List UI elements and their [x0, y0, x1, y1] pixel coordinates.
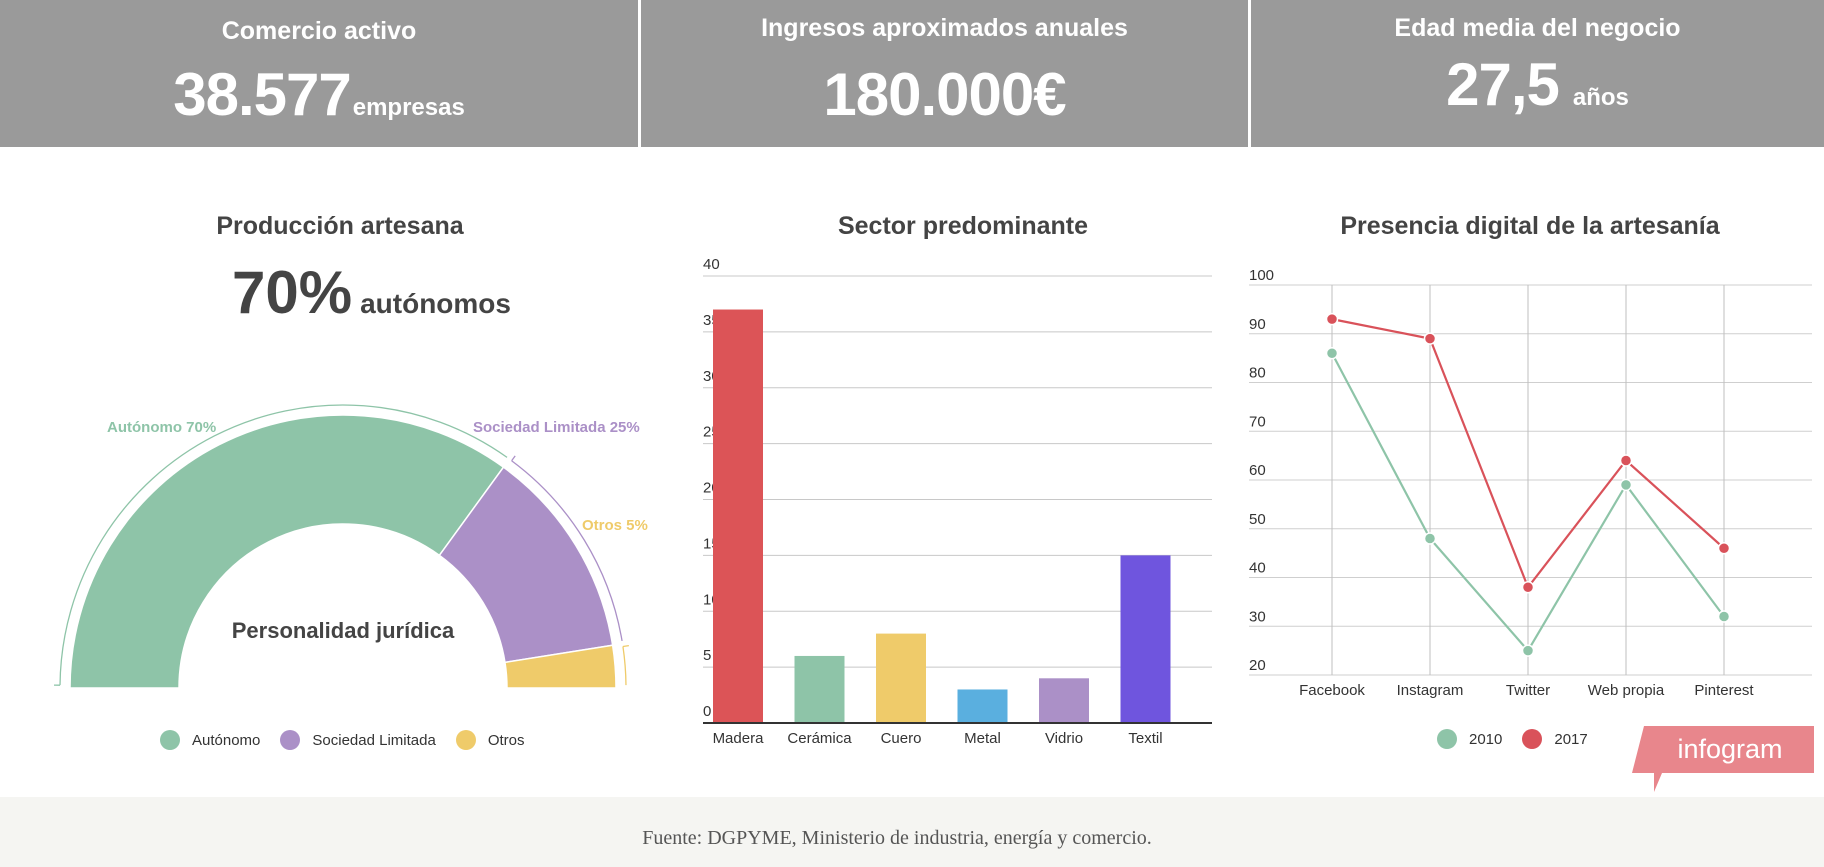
point-2010-1 [1423, 532, 1437, 545]
bar-ytick-1: 5 [703, 647, 711, 664]
line-ytick-6: 80 [1249, 365, 1266, 382]
line-ytick-7: 90 [1249, 316, 1266, 333]
kpi-unit: años [1572, 84, 1629, 111]
infogram-logo[interactable]: infogram [1632, 726, 1814, 792]
bar-xtick-3: Metal [964, 730, 1001, 747]
line-xtick-0: Facebook [1299, 682, 1365, 699]
bar-xtick-1: Cerámica [787, 730, 852, 747]
footer: Fuente: DGPYME, Ministerio de industria,… [0, 797, 1824, 867]
point-2017-1 [1423, 332, 1437, 345]
legend-label: Autónomo [192, 731, 261, 749]
pie-legend: Autónomo Sociedad Limitada Otros [160, 730, 545, 750]
legend-label: 2010 [1469, 730, 1503, 748]
line-ytick-4: 60 [1249, 462, 1266, 479]
bar-xtick-5: Textil [1128, 730, 1162, 747]
slice-bracket-2 [622, 646, 627, 686]
semi-donut-chart: Autónomo 70% Sociedad Limitada 25% Otros 5… [54, 404, 648, 689]
legend-swatch [1522, 729, 1543, 749]
footer-source: Fuente: DGPYME, Ministerio de industria,… [642, 827, 1152, 849]
bar-xtick-0: Madera [713, 730, 765, 747]
bar-2 [876, 633, 926, 723]
line-xtick-4: Pinterest [1694, 682, 1754, 699]
legend-item-otros[interactable]: Otros [455, 730, 525, 750]
slice-bracket-0 [59, 404, 508, 686]
kpi-title: Edad media del negocio [1394, 14, 1681, 42]
legend-item-autonomo[interactable]: Autónomo [160, 730, 260, 750]
kpi-value: 27,5 [1446, 51, 1560, 118]
kpi-bar: Comercio activo 38.577empresas Ingresos … [0, 0, 1824, 147]
legend-swatch [455, 730, 476, 750]
brand-badge-shape [1632, 726, 1814, 792]
legend-item-2010[interactable]: 2010 [1437, 729, 1502, 749]
point-2017-2 [1521, 581, 1535, 594]
kpi-value: 180.000€ [823, 61, 1066, 128]
point-2010-0 [1325, 347, 1339, 360]
legend-label: 2017 [1554, 730, 1588, 748]
line-ytick-8: 100 [1249, 267, 1274, 284]
kpi-value: 38.577 [173, 61, 352, 128]
legend-label: Sociedad Limitada [312, 731, 436, 749]
kpi-annual-income: Ingresos aproximados anuales 180.000€ [641, 0, 1248, 147]
legend-swatch [280, 730, 301, 750]
slice-label-0: Autónomo 70% [107, 419, 216, 436]
slice-tick-2 [622, 645, 629, 648]
point-2010-3 [1619, 478, 1633, 492]
line-ytick-2: 40 [1249, 560, 1266, 577]
production-big-value: 70% [232, 259, 353, 326]
line-ytick-1: 30 [1249, 608, 1266, 625]
line-xtick-1: Instagram [1397, 682, 1464, 699]
kpi-title: Comercio activo [221, 17, 417, 45]
point-2017-0 [1325, 312, 1339, 326]
point-2010-4 [1717, 610, 1731, 623]
digital-line-chart: 20 30 40 50 60 70 80 90 100 Facebook Instagram Twit… [1249, 267, 1812, 699]
kpi-business-age: Edad media del negocio 27,5 años [1251, 0, 1824, 147]
kpi-value-row: 180.000€ [641, 60, 1248, 129]
point-2017-3 [1619, 454, 1633, 467]
line-xtick-3: Web propia [1588, 682, 1665, 699]
production-title: Producción artesana [216, 212, 464, 240]
legend-swatch [1437, 729, 1457, 749]
legend-item-sociedad-limitada[interactable]: Sociedad Limitada [280, 730, 436, 750]
kpi-active-commerce: Comercio activo 38.577empresas [0, 0, 638, 147]
slice-label-2: Otros 5% [582, 517, 648, 534]
legend-swatch [160, 730, 180, 750]
kpi-unit: empresas [352, 94, 465, 121]
pie-slice-2 [504, 644, 617, 689]
slice-bracket-1 [511, 460, 623, 642]
production-highlight: 70% autónomos [232, 258, 511, 327]
bar-ytick-8: 40 [703, 256, 720, 273]
bar-ytick-0: 0 [703, 703, 711, 720]
bar-4 [1039, 678, 1089, 723]
pie-slice-0 [69, 414, 505, 689]
digital-title: Presencia digital de la artesanía [1340, 212, 1720, 240]
sector-title: Sector predominante [837, 212, 1089, 240]
bar-1 [794, 655, 845, 723]
bar-5 [1120, 555, 1171, 723]
pie-center-label: Personalidad jurídica [232, 618, 455, 643]
line-legend: 2010 2017 [1437, 729, 1608, 749]
bar-0 [713, 309, 763, 723]
legend-item-2017[interactable]: 2017 [1522, 729, 1588, 749]
line-xtick-2: Twitter [1506, 682, 1550, 699]
point-2010-2 [1521, 644, 1535, 657]
point-2017-4 [1717, 542, 1731, 555]
line-ytick-3: 50 [1249, 511, 1266, 528]
kpi-value-row: 27,5 años [1251, 50, 1824, 119]
bar-3 [957, 689, 1008, 723]
legend-label: Otros [487, 731, 525, 749]
brand-label: infogram [1677, 734, 1782, 764]
slice-tick-1 [511, 455, 516, 462]
kpi-title: Ingresos aproximados anuales [761, 14, 1128, 42]
line-ytick-5: 70 [1249, 413, 1266, 430]
bar-xtick-2: Cuero [881, 730, 922, 747]
bar-xtick-4: Vidrio [1045, 730, 1083, 747]
production-big-label: autónomos [360, 288, 511, 319]
line-ytick-0: 20 [1249, 657, 1266, 674]
slice-label-1: Sociedad Limitada 25% [473, 419, 640, 436]
kpi-value-row: 38.577empresas [0, 60, 638, 129]
